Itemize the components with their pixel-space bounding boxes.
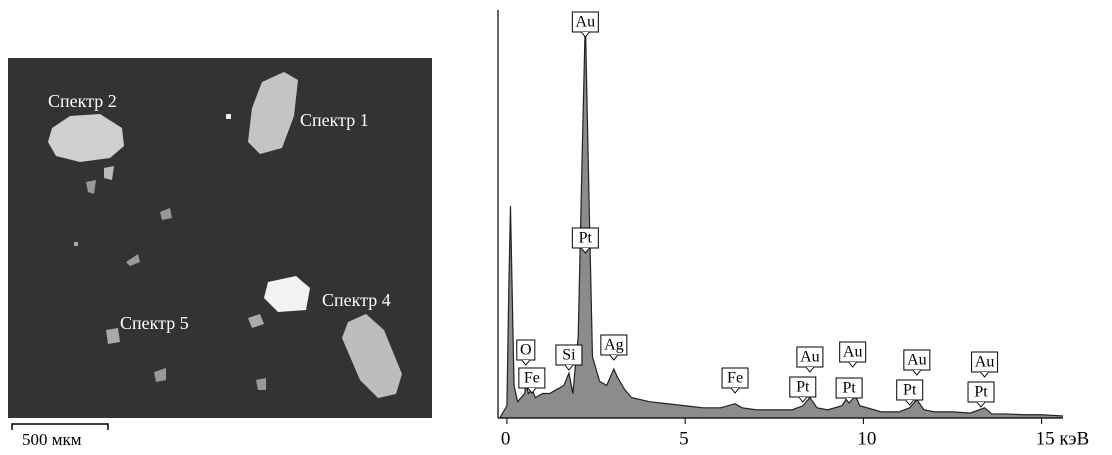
peak-label-pointer — [912, 369, 922, 376]
peak-label-pointer — [905, 399, 915, 406]
peak-label: Fe — [727, 370, 743, 387]
peak-label-pointer — [798, 396, 808, 403]
spectrum-label: Спектр 1 — [300, 110, 369, 130]
x-tick-label: 10 — [857, 428, 876, 449]
x-tick-label: 0 — [501, 428, 511, 449]
peak-label: Au — [800, 349, 820, 366]
particle — [106, 328, 120, 344]
peak-label-pointer — [521, 359, 531, 366]
particle — [104, 166, 114, 180]
peak-label: Fe — [524, 370, 540, 387]
particle — [342, 314, 402, 398]
spectrum-label: Спектр 2 — [48, 91, 117, 111]
particle — [248, 72, 298, 154]
peak-label-pointer — [580, 247, 590, 254]
particle — [226, 114, 231, 119]
peak-label: Pt — [842, 380, 856, 397]
peak-label-pointer — [527, 387, 537, 394]
peak-label: Pt — [579, 230, 593, 247]
peak-label: O — [520, 342, 532, 359]
peak-label-pointer — [564, 364, 574, 371]
spectrum-label: Спектр 4 — [322, 290, 391, 310]
peak-label: Au — [843, 344, 863, 361]
particle — [126, 254, 140, 266]
peak-label-pointer — [805, 366, 815, 373]
peak-label-pointer — [980, 371, 989, 378]
peak-label-pointer — [609, 354, 619, 361]
peak-label: Si — [562, 347, 576, 364]
particle — [86, 180, 96, 194]
x-tick-label: 15 кэВ — [1036, 428, 1090, 449]
spectrum-label: Спектр 5 — [120, 313, 189, 333]
scale-bar-label: 500 мкм — [22, 430, 82, 449]
x-tick-label: 5 — [679, 428, 689, 449]
particle — [74, 242, 78, 246]
peak-label-pointer — [848, 361, 858, 368]
particle — [248, 314, 264, 328]
particle — [48, 114, 124, 162]
peak-label: Au — [975, 354, 995, 371]
particle — [264, 276, 310, 312]
peak-label: Ag — [604, 337, 624, 354]
peak-label: Pt — [903, 382, 917, 399]
micrograph: Спектр 2 Спектр 1 Спектр 4 Спектр 5 500 … — [8, 58, 432, 449]
peak-label: Pt — [796, 379, 810, 396]
peak-label-pointer — [580, 31, 590, 38]
peak-label-pointer — [976, 401, 986, 408]
particle — [160, 208, 172, 220]
scale-bar — [11, 423, 109, 430]
peak-label-pointer — [730, 387, 740, 394]
particle — [256, 378, 266, 390]
peak-label: Pt — [974, 384, 988, 401]
particle — [154, 368, 166, 382]
peak-label-pointer — [844, 397, 854, 404]
peak-label: Au — [907, 352, 927, 369]
peak-label: Au — [576, 14, 596, 31]
